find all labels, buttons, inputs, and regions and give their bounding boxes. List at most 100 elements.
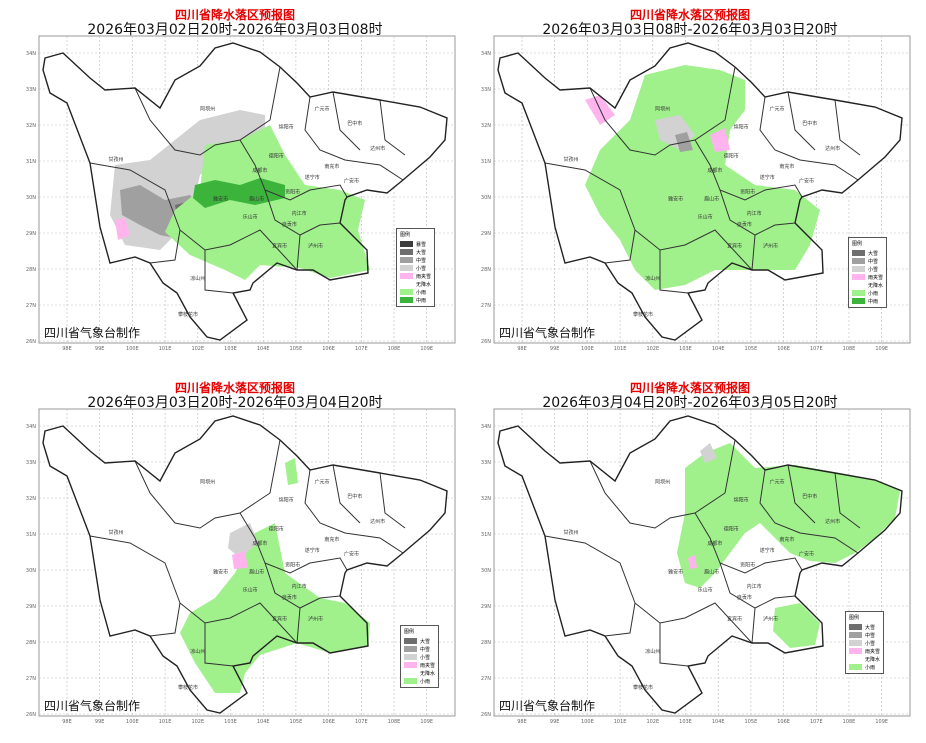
lat-tick-label: 29N [26, 231, 36, 237]
city-boundary [787, 464, 816, 524]
map-title: 四川省降水落区预报图 [174, 381, 295, 395]
city-label: 成都市 [707, 167, 722, 174]
lon-tick-label: 104E [712, 719, 725, 725]
lon-tick-label: 109E [420, 719, 433, 725]
city-boundary [589, 439, 736, 529]
legend-label: 小雨 [420, 678, 431, 685]
map-canvas: 98E 99E 100E 101E 102E 103E 104E 105E 106E 107E 10… [26, 408, 456, 725]
lat-tick-label: 28N [26, 267, 36, 273]
city-boundary [134, 439, 281, 529]
city-label: 巴中市 [347, 120, 362, 127]
lat-tick-label: 27N [26, 303, 36, 309]
city-label: 达州市 [370, 518, 385, 525]
city-label: 巴中市 [802, 120, 817, 127]
legend-item: 小雨 [404, 677, 435, 685]
legend-item: 无降水 [849, 655, 880, 663]
city-label: 雅安市 [668, 569, 683, 576]
lon-tick-label: 101E [159, 719, 172, 725]
legend-item: 无降水 [404, 669, 435, 677]
precip-area-小雨 [285, 458, 298, 485]
legend-swatch [404, 662, 417, 668]
city-label: 甘孜州 [109, 156, 124, 163]
lon-tick-label: 106E [322, 346, 335, 352]
lat-tick-label: 34N [26, 51, 36, 57]
legend-item: 雨夹雪 [849, 647, 880, 655]
lat-tick-label: 26N [26, 712, 36, 718]
city-boundary [304, 469, 404, 554]
legend-label: 小雪 [868, 266, 879, 273]
lon-tick-label: 98E [62, 719, 72, 725]
map-panel-1: 四川省降水落区预报图 2026年03月02日20时-2026年03月03日08时 9… [0, 0, 470, 370]
lat-tick-label: 29N [481, 604, 491, 610]
city-label: 甘孜州 [564, 156, 579, 163]
lat-tick-label: 27N [481, 303, 491, 309]
lat-tick-label: 32N [26, 123, 36, 129]
lon-tick-label: 105E [745, 346, 758, 352]
legend-swatch [852, 298, 865, 304]
legend-item: 中雪 [404, 645, 435, 653]
map-title: 四川省降水落区预报图 [174, 8, 295, 22]
lon-tick-label: 106E [777, 346, 790, 352]
legend-label: 大雪 [416, 249, 427, 256]
city-label: 德阳市 [724, 525, 739, 532]
lon-tick-label: 99E [550, 346, 560, 352]
city-boundary [759, 469, 859, 554]
lat-tick-label: 28N [481, 640, 491, 646]
legend-swatch [849, 648, 862, 654]
legend-item: 小雨 [400, 288, 431, 296]
legend: 图例 大雪 中雪 小雪 雨夹雪 无降水 小雨 [400, 625, 440, 688]
city-label: 自贡市 [737, 221, 752, 228]
city-label: 广元市 [770, 106, 785, 113]
city-boundary [134, 66, 281, 156]
legend-item: 中雪 [400, 256, 431, 264]
city-label: 宜宾市 [272, 615, 287, 622]
legend-label: 大雪 [420, 638, 431, 645]
legend-swatch [400, 289, 413, 295]
lat-tick-label: 31N [481, 159, 491, 165]
lon-tick-label: 100E [581, 346, 594, 352]
city-boundary [332, 464, 361, 524]
city-label: 攀枝花市 [633, 311, 653, 318]
legend: 图例 暴雪 大雪 中雪 小雪 雨夹雪 无降水 小雨 中雨 [396, 228, 436, 307]
map-canvas: 98E 99E 100E 101E 102E 103E 104E 105E 106E 107E 10… [26, 35, 456, 352]
lat-tick-label: 30N [481, 568, 491, 574]
city-label: 广元市 [315, 479, 330, 486]
lat-tick-label: 31N [26, 159, 36, 165]
lon-tick-label: 98E [517, 719, 527, 725]
lon-tick-label: 105E [290, 346, 303, 352]
city-label: 凉山州 [190, 648, 205, 655]
city-boundary [759, 96, 859, 181]
city-boundary [834, 472, 861, 529]
city-boundary [544, 535, 636, 637]
lat-tick-label: 32N [481, 496, 491, 502]
lon-tick-label: 107E [355, 346, 368, 352]
city-boundary [304, 96, 404, 181]
lon-tick-label: 100E [581, 719, 594, 725]
legend-swatch [852, 282, 865, 288]
city-label: 泸州市 [763, 615, 778, 622]
city-label: 宜宾市 [727, 242, 742, 249]
legend-label: 雨夹雪 [868, 274, 884, 281]
legend-item: 无降水 [852, 281, 883, 289]
lat-tick-label: 29N [26, 604, 36, 610]
lon-tick-label: 103E [679, 346, 692, 352]
city-label: 南充市 [324, 163, 339, 170]
legend-swatch [852, 290, 865, 296]
legend-label: 中雪 [868, 258, 879, 265]
legend-label: 无降水 [868, 282, 884, 289]
map-panel-3: 四川省降水落区预报图 2026年03月03日20时-2026年03月04日20时 9… [0, 373, 470, 743]
legend-label: 小雨 [416, 289, 427, 296]
city-boundary [589, 66, 736, 156]
legend-swatch [852, 266, 865, 272]
legend-swatch [400, 265, 413, 271]
city-label: 阿坝州 [200, 106, 215, 113]
city-label: 泸州市 [763, 242, 778, 249]
lon-tick-label: 104E [257, 719, 270, 725]
lon-tick-label: 109E [875, 719, 888, 725]
city-label: 达州市 [825, 145, 840, 152]
lat-tick-label: 26N [26, 339, 36, 345]
city-boundary [179, 602, 298, 644]
producer-credit: 四川省气象台制作 [44, 326, 141, 340]
lat-tick-label: 31N [481, 532, 491, 538]
lon-tick-label: 108E [388, 719, 401, 725]
